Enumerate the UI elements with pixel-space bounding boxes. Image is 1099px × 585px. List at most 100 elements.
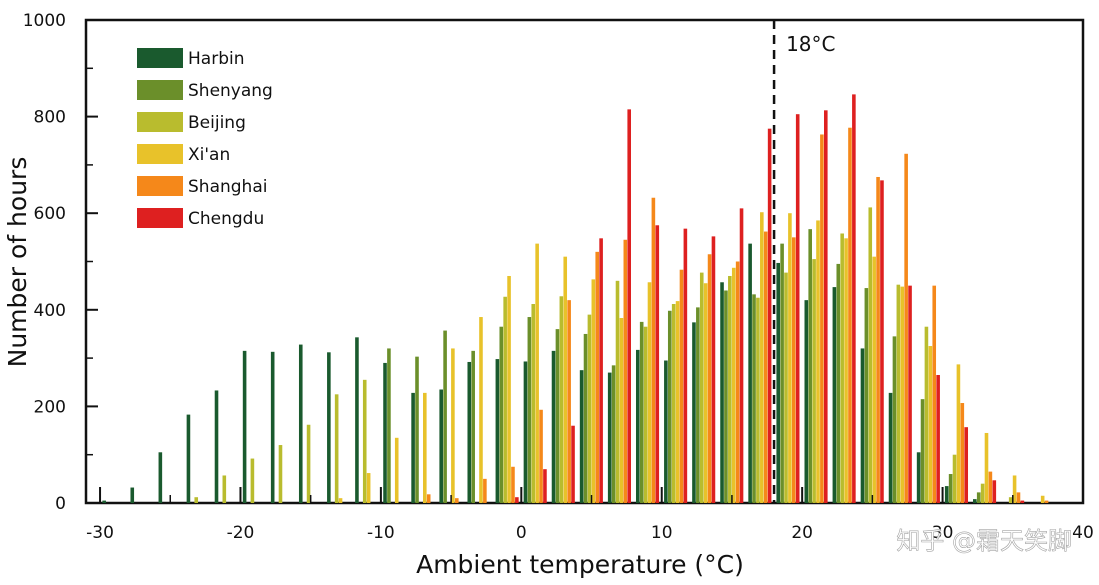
bar-chengdu xyxy=(936,375,940,503)
bar-chengdu xyxy=(711,236,716,503)
bar-harbin xyxy=(298,344,303,503)
reference-line-label: 18°C xyxy=(786,32,835,56)
bar-chengdu xyxy=(627,109,631,504)
bar-shanghai xyxy=(595,251,600,503)
bar-shanghai xyxy=(707,254,712,503)
bar-shenyang xyxy=(836,263,841,503)
bar-harbin xyxy=(916,452,921,503)
bar-shanghai xyxy=(511,466,515,503)
bar-harbin xyxy=(270,351,275,503)
y-tick-label: 400 xyxy=(34,301,66,321)
bar-beijing xyxy=(812,259,816,503)
bar-xian xyxy=(788,213,792,503)
bar-chengdu xyxy=(1020,500,1025,503)
bar-beijing xyxy=(756,297,760,503)
bar-shanghai xyxy=(651,197,656,504)
bar-shenyang xyxy=(415,356,419,503)
bar-beijing xyxy=(1008,497,1013,503)
bar-shenyang xyxy=(387,348,391,503)
x-tick-label: 10 xyxy=(651,523,673,543)
bar-harbin xyxy=(467,361,472,503)
bar-shenyang xyxy=(808,229,812,503)
bar-shenyang xyxy=(443,330,447,503)
bar-shanghai xyxy=(539,409,543,503)
legend-label: Beijing xyxy=(188,113,246,133)
bar-beijing xyxy=(503,296,507,503)
bar-shenyang xyxy=(611,365,616,503)
bar-shanghai xyxy=(1016,492,1021,503)
bar-chengdu xyxy=(655,225,660,503)
bar-xian xyxy=(956,364,961,503)
bar-beijing xyxy=(952,454,957,503)
bar-shanghai xyxy=(960,403,965,503)
bar-xian xyxy=(507,275,511,503)
x-tick-label: -10 xyxy=(367,523,395,543)
bar-shanghai xyxy=(567,300,571,503)
x-tick-label: -30 xyxy=(86,523,114,543)
bar-xian xyxy=(872,256,876,503)
bar-beijing xyxy=(728,275,732,503)
bar-chengdu xyxy=(599,238,603,503)
bar-xian xyxy=(928,346,933,503)
bar-beijing xyxy=(362,379,367,503)
legend-label: Shenyang xyxy=(188,81,273,101)
bar-shanghai xyxy=(876,176,880,503)
bar-shanghai xyxy=(679,269,684,503)
bar-harbin xyxy=(495,359,500,503)
bar-harbin xyxy=(523,361,528,503)
bar-chengdu xyxy=(824,110,828,503)
legend-swatch xyxy=(137,112,183,132)
bar-xian xyxy=(535,243,539,503)
bar-beijing xyxy=(559,296,564,503)
x-tick-label: 40 xyxy=(1072,523,1094,543)
bar-shanghai xyxy=(932,285,937,503)
bar-chengdu xyxy=(767,128,772,503)
bar-xian xyxy=(591,279,596,503)
bar-harbin xyxy=(973,499,977,503)
bar-shenyang xyxy=(471,350,475,503)
bar-xian xyxy=(451,348,455,503)
bar-chengdu xyxy=(964,427,969,503)
bar-shenyang xyxy=(696,307,700,503)
legend-swatch xyxy=(137,48,183,68)
bar-shanghai xyxy=(904,153,908,504)
bar-beijing xyxy=(531,304,536,503)
bar-xian xyxy=(619,318,624,503)
bar-shenyang xyxy=(864,288,869,503)
bar-chengdu xyxy=(515,497,519,503)
bar-xian xyxy=(479,317,483,503)
bar-shenyang xyxy=(948,474,953,503)
bar-shenyang xyxy=(976,492,981,503)
bar-harbin xyxy=(804,300,809,503)
bar-shanghai xyxy=(735,261,740,503)
y-axis-title: Number of hours xyxy=(3,157,32,368)
bar-shanghai xyxy=(848,127,852,504)
bar-xian xyxy=(731,267,736,503)
y-tick-label: 200 xyxy=(34,397,66,417)
legend-swatch xyxy=(137,176,183,196)
bar-beijing xyxy=(896,284,901,503)
bar-xian xyxy=(984,432,989,503)
bar-harbin xyxy=(692,322,696,503)
bar-xian xyxy=(423,392,427,503)
bar-chengdu xyxy=(571,425,575,503)
bar-shanghai xyxy=(792,237,796,503)
bar-harbin xyxy=(411,392,415,503)
bar-chengdu xyxy=(880,180,884,504)
bar-xian xyxy=(816,220,820,503)
bar-harbin xyxy=(579,370,584,503)
bar-chengdu xyxy=(992,480,997,503)
bar-xian xyxy=(338,498,343,503)
bar-beijing xyxy=(587,314,592,503)
bar-harbin xyxy=(102,500,106,503)
bar-harbin xyxy=(551,350,556,503)
bar-shenyang xyxy=(527,317,532,503)
legend-swatch xyxy=(137,208,183,228)
bar-shenyang xyxy=(583,333,588,503)
bar-shenyang xyxy=(920,399,925,503)
bar-xian xyxy=(844,238,848,503)
bar-beijing xyxy=(278,445,283,503)
watermark: 知乎 @霜天笑脚 xyxy=(896,527,1072,555)
